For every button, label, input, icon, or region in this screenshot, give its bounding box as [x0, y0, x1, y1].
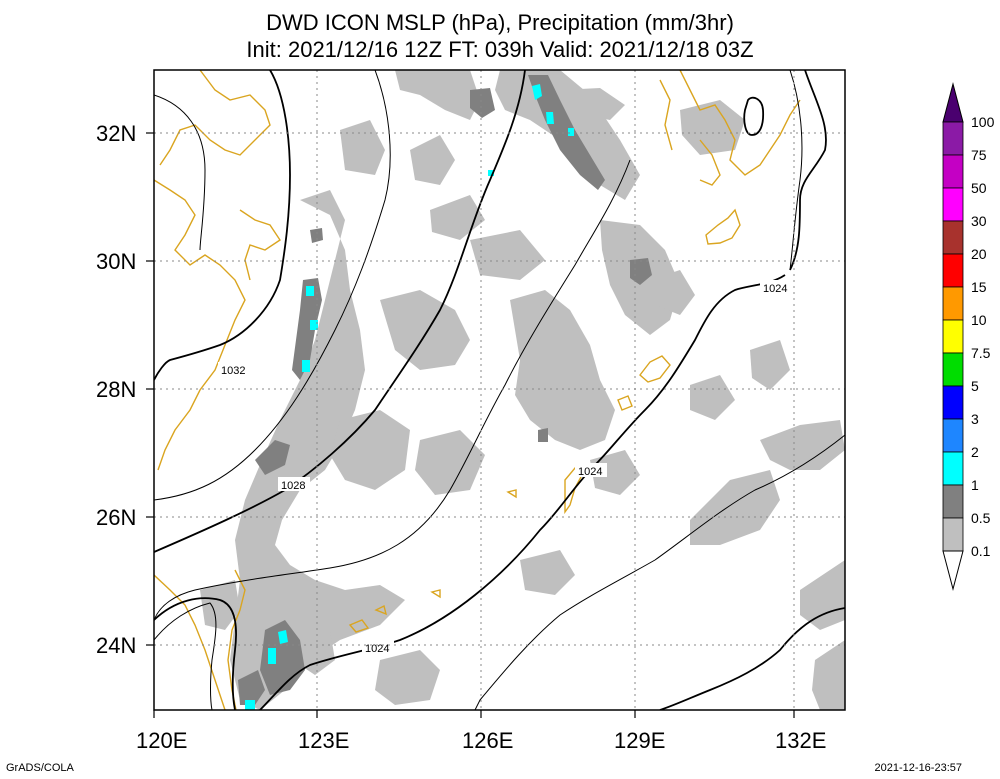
lat-label: 24N [96, 633, 136, 658]
isobar-thick-sw [154, 597, 237, 710]
latitude-labels: 32N 30N 28N 26N 24N [96, 121, 136, 658]
isobar-label: 1024 [365, 643, 389, 655]
colorbar-label: 1 [971, 477, 979, 493]
lat-label: 32N [96, 121, 136, 146]
colorbar-label: 30 [971, 213, 987, 229]
colorbar-label: 100 [971, 114, 995, 130]
isobar-thin [154, 159, 631, 621]
colorbar-swatch [942, 352, 964, 387]
colorbar-label: 75 [971, 147, 987, 163]
lat-label: 28N [96, 377, 136, 402]
isobar-label: 1032 [221, 365, 245, 377]
colorbar-swatch [942, 418, 964, 453]
isobar-thin [474, 434, 845, 710]
isobar-label-group: 1032 1028 1024 1024 1024 [218, 280, 792, 655]
lat-label: 26N [96, 505, 136, 530]
colorbar-swatch [942, 154, 964, 189]
plot-frame [153, 69, 846, 711]
isobar-1028 [154, 70, 526, 553]
colorbar-label: 15 [971, 279, 987, 295]
colorbar-swatch [942, 187, 964, 222]
isobar-thin [154, 94, 206, 251]
colorbar-swatch [942, 121, 964, 156]
isobar-label: 1024 [763, 283, 787, 295]
colorbar-swatch [942, 451, 964, 486]
longitude-labels: 120E 123E 126E 129E 132E [136, 728, 826, 753]
isobar-1032 [154, 70, 291, 381]
graticule [154, 70, 845, 710]
colorbar-swatch [942, 220, 964, 255]
colorbar-label: 0.5 [971, 510, 991, 526]
isobar-label: 1028 [281, 480, 305, 492]
map-title: DWD ICON MSLP (hPa), Precipitation (mm/3… [266, 10, 734, 35]
colorbar-swatch [942, 286, 964, 321]
colorbar-label: 10 [971, 312, 987, 328]
colorbar-swatch [942, 253, 964, 288]
colorbar-swatch [942, 319, 964, 354]
lat-label: 30N [96, 249, 136, 274]
isobar-thin [789, 70, 803, 271]
isobar-thick-lower [659, 607, 845, 710]
colorbar-label: 0.1 [971, 543, 991, 559]
colorbar-top-arrow [942, 82, 964, 123]
map-plot-area: 1032 1028 1024 1024 1024 [154, 70, 845, 710]
isobar-1024 [259, 274, 786, 710]
colorbar-label: 20 [971, 246, 987, 262]
lon-label: 123E [298, 728, 349, 753]
colorbar-swatch [942, 385, 964, 420]
colorbar-label: 50 [971, 180, 987, 196]
isobar-thick-ne [789, 70, 827, 271]
precip-medium-area [238, 75, 652, 705]
colorbar-bottom-arrow [942, 550, 964, 591]
colorbar-label: 2 [971, 444, 979, 460]
colorbar: 100 75 50 30 20 15 10 7.5 5 3 2 1 0.5 0.1 [942, 82, 995, 591]
footer-timestamp: 2021-12-16-23:57 [874, 762, 962, 774]
isobar-label: 1024 [578, 466, 602, 478]
colorbar-label: 5 [971, 378, 979, 394]
lon-label: 126E [462, 728, 513, 753]
lon-label: 120E [136, 728, 187, 753]
lon-label: 132E [775, 728, 826, 753]
colorbar-label: 7.5 [971, 345, 991, 361]
isobars [154, 70, 845, 710]
precip-heavy-area [245, 84, 574, 710]
lon-label: 129E [614, 728, 665, 753]
colorbar-label: 3 [971, 411, 979, 427]
tick-marks [146, 132, 795, 718]
colorbar-swatch [942, 484, 964, 519]
isobar-thin [154, 70, 391, 501]
isobar-closed-ne [743, 96, 765, 136]
isobar-thin-sw [154, 602, 217, 710]
map-subtitle: Init: 2021/12/16 12Z FT: 039h Valid: 202… [246, 37, 754, 62]
colorbar-swatch [942, 517, 964, 552]
footer-credit: GrADS/COLA [6, 762, 74, 774]
